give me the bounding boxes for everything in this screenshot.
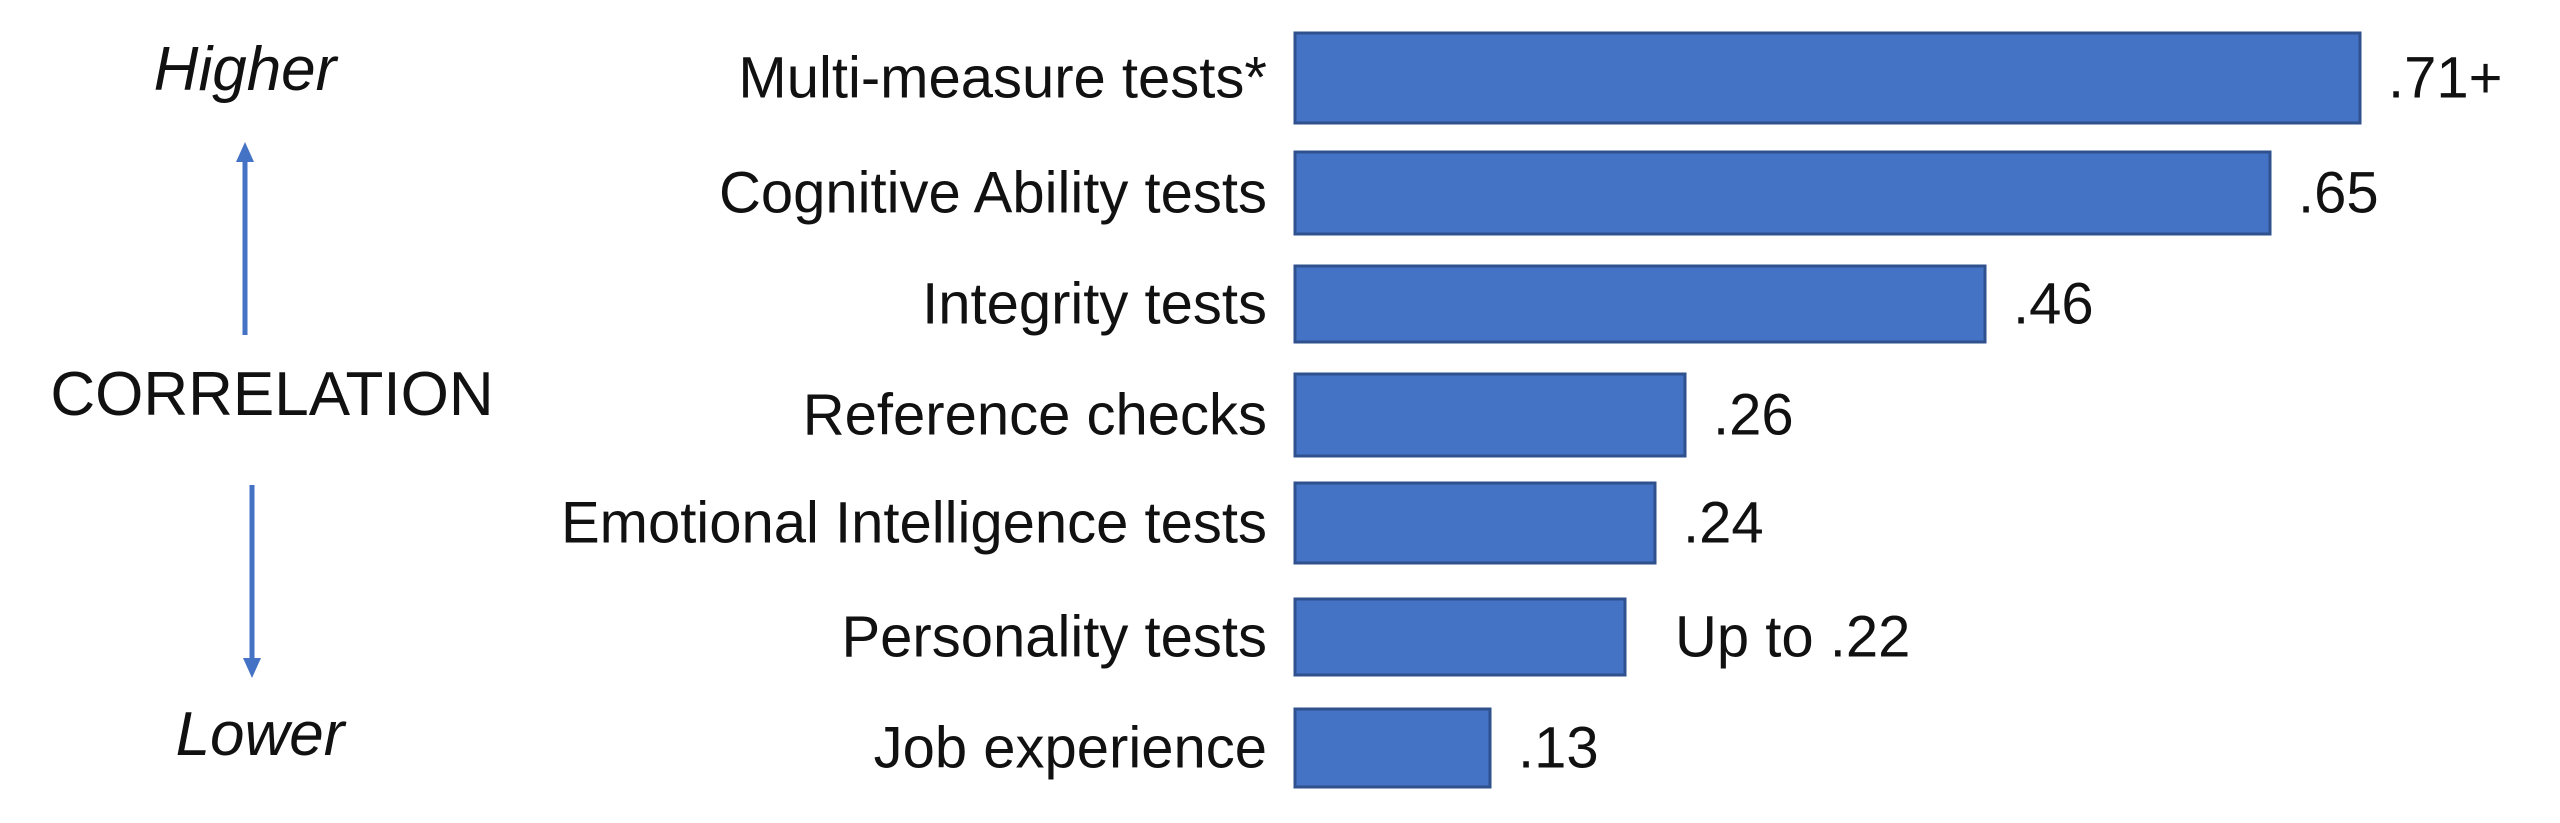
value-label: .71+ (2388, 46, 2503, 111)
category-label: Job experience (874, 716, 1267, 781)
axis-top-label: Higher (154, 35, 339, 104)
correlation-axis: Higher CORRELATION Lower (50, 35, 493, 769)
bar (1293, 597, 1627, 677)
value-label: .13 (1518, 716, 1599, 781)
value-label: Up to .22 (1675, 605, 1910, 670)
bar (1293, 372, 1687, 458)
bar (1293, 481, 1657, 565)
value-label: .26 (1713, 383, 1794, 448)
bar (1293, 31, 2362, 125)
bar-plot: Multi-measure tests* .71+ Cognitive Abilit… (561, 31, 2503, 789)
down-arrow-head (243, 658, 261, 678)
up-arrow-head (236, 142, 254, 162)
axis-bottom-label: Lower (176, 700, 347, 769)
category-label: Reference checks (803, 383, 1267, 448)
value-label: .24 (1683, 491, 1764, 556)
bar (1293, 150, 2272, 236)
category-label: Integrity tests (922, 272, 1267, 337)
category-label: Emotional Intelligence tests (561, 491, 1267, 556)
value-label: .46 (2013, 272, 2094, 337)
axis-title: CORRELATION (50, 360, 493, 429)
category-label: Multi-measure tests* (738, 46, 1267, 111)
category-label: Personality tests (841, 605, 1267, 670)
value-label: .65 (2298, 161, 2379, 226)
bar (1293, 264, 1987, 344)
bar (1293, 707, 1492, 789)
category-label: Cognitive Ability tests (719, 161, 1267, 226)
